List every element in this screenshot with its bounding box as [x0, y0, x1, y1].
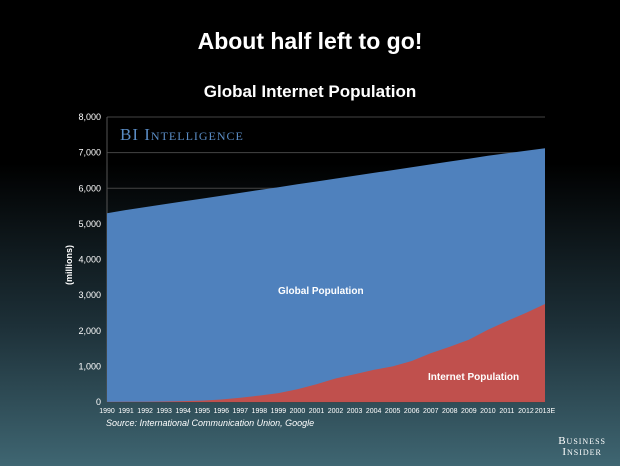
x-tick-label: 1991 [118, 408, 134, 415]
x-tick-label: 1993 [156, 408, 172, 415]
x-tick-label: 2013E [535, 408, 556, 415]
y-tick-label: 5,000 [78, 219, 101, 229]
x-tick-label: 1995 [194, 408, 210, 415]
x-tick-label: 2002 [328, 408, 344, 415]
x-tick-label: 1999 [271, 408, 287, 415]
x-tick-label: 2000 [290, 408, 306, 415]
bi-intelligence-watermark: BI Intelligence [120, 125, 244, 144]
logo-line-2: Insider [562, 446, 602, 458]
y-tick-label: 2,000 [78, 326, 101, 336]
y-tick-label: 3,000 [78, 290, 101, 300]
y-tick-label: 7,000 [78, 148, 101, 158]
x-tick-label: 1994 [175, 408, 191, 415]
x-tick-label: 2008 [442, 408, 458, 415]
global-population-label: Global Population [278, 286, 364, 297]
x-tick-label: 1990 [99, 408, 115, 415]
logo-line-1: Business [558, 435, 606, 447]
x-tick-label: 2004 [366, 408, 382, 415]
x-tick-label: 2003 [347, 408, 363, 415]
x-tick-label: 1997 [233, 408, 249, 415]
business-insider-logo: Business Insider [558, 436, 606, 458]
internet-population-area [107, 304, 545, 402]
x-tick-label: 2007 [423, 408, 439, 415]
x-tick-label: 2005 [385, 408, 401, 415]
y-axis-label: (millions) [64, 245, 74, 285]
x-tick-label: 1998 [252, 408, 268, 415]
x-tick-label: 2006 [404, 408, 420, 415]
x-tick-label: 2010 [480, 408, 496, 415]
x-tick-label: 2012 [518, 408, 534, 415]
y-tick-label: 4,000 [78, 255, 101, 265]
x-tick-label: 2011 [499, 408, 514, 415]
chart-title: Global Internet Population [203, 82, 417, 101]
internet-population-label: Internet Population [428, 372, 519, 383]
main-title: About half left to go! [197, 28, 423, 54]
y-tick-label: 1,000 [78, 361, 101, 371]
y-tick-label: 6,000 [78, 183, 101, 193]
global-population-area [107, 148, 545, 402]
y-tick-label: 0 [96, 397, 101, 407]
x-tick-label: 1992 [137, 408, 153, 415]
x-tick-label: 2009 [461, 408, 477, 415]
source-note: Source: International Communication Unio… [106, 418, 315, 428]
y-tick-label: 8,000 [78, 112, 101, 122]
x-tick-label: 2001 [309, 408, 325, 415]
x-tick-label: 1996 [213, 408, 229, 415]
